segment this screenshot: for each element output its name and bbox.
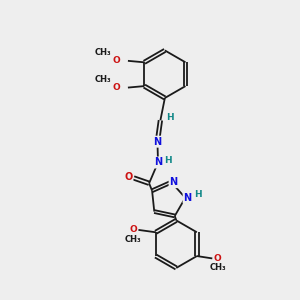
Text: O: O — [129, 225, 137, 234]
Text: H: H — [166, 113, 174, 122]
Text: N: N — [153, 137, 161, 147]
Text: N: N — [154, 158, 162, 167]
Text: N: N — [184, 193, 192, 203]
Text: CH₃: CH₃ — [125, 235, 141, 244]
Text: CH₃: CH₃ — [94, 48, 111, 57]
Text: CH₃: CH₃ — [209, 263, 226, 272]
Text: H: H — [164, 156, 172, 165]
Text: O: O — [124, 172, 132, 182]
Text: H: H — [194, 190, 202, 199]
Text: CH₃: CH₃ — [94, 75, 111, 84]
Text: O: O — [113, 83, 121, 92]
Text: O: O — [214, 254, 221, 263]
Text: O: O — [113, 56, 121, 65]
Text: N: N — [169, 177, 178, 187]
